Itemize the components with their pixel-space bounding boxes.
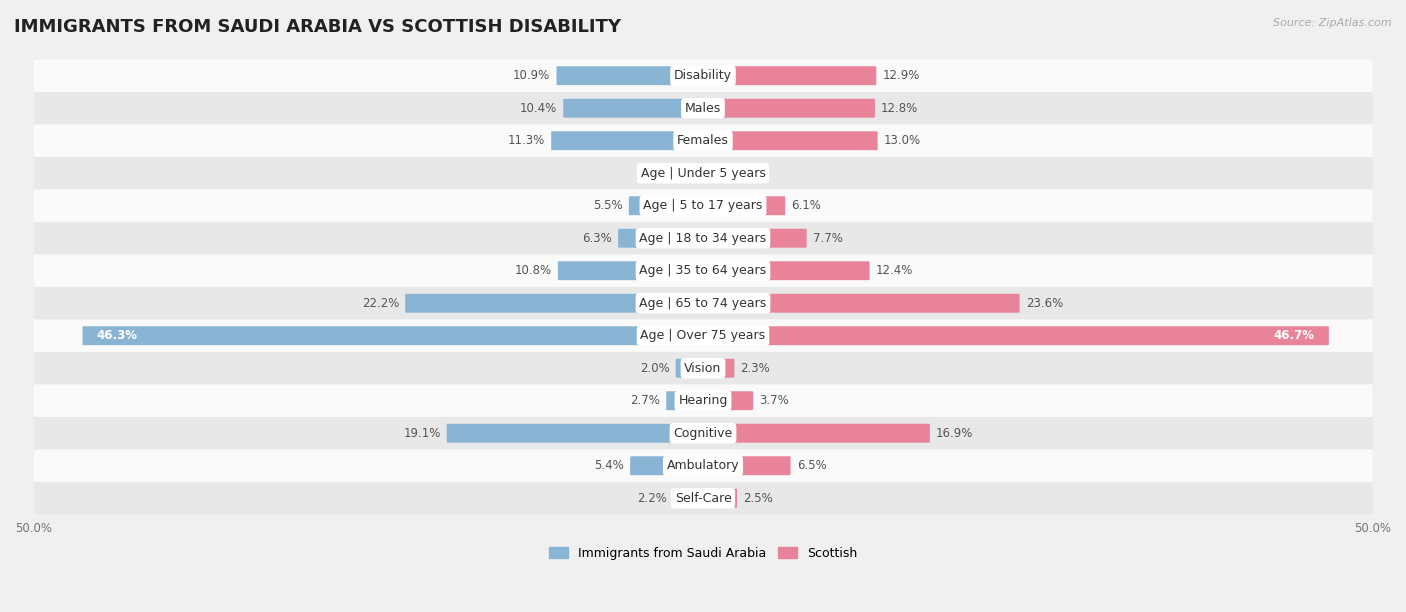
FancyBboxPatch shape xyxy=(703,229,807,248)
Text: 2.0%: 2.0% xyxy=(640,362,669,375)
Text: 10.8%: 10.8% xyxy=(515,264,551,277)
Text: 46.7%: 46.7% xyxy=(1274,329,1315,342)
FancyBboxPatch shape xyxy=(34,190,1372,222)
FancyBboxPatch shape xyxy=(703,99,875,118)
FancyBboxPatch shape xyxy=(34,384,1372,417)
Text: Self-Care: Self-Care xyxy=(675,491,731,505)
Text: Vision: Vision xyxy=(685,362,721,375)
FancyBboxPatch shape xyxy=(34,92,1372,124)
FancyBboxPatch shape xyxy=(34,124,1372,157)
FancyBboxPatch shape xyxy=(703,132,877,150)
FancyBboxPatch shape xyxy=(703,66,876,85)
Text: 6.1%: 6.1% xyxy=(792,200,821,212)
FancyBboxPatch shape xyxy=(703,457,790,475)
Text: 13.0%: 13.0% xyxy=(884,134,921,147)
Text: 5.5%: 5.5% xyxy=(593,200,623,212)
Text: 5.4%: 5.4% xyxy=(595,459,624,472)
FancyBboxPatch shape xyxy=(34,417,1372,449)
Text: 11.3%: 11.3% xyxy=(508,134,546,147)
FancyBboxPatch shape xyxy=(628,196,703,215)
Legend: Immigrants from Saudi Arabia, Scottish: Immigrants from Saudi Arabia, Scottish xyxy=(544,542,862,565)
Text: Age | Under 5 years: Age | Under 5 years xyxy=(641,166,765,180)
Text: Age | Over 75 years: Age | Over 75 years xyxy=(641,329,765,342)
Text: 12.4%: 12.4% xyxy=(876,264,912,277)
FancyBboxPatch shape xyxy=(447,424,703,442)
FancyBboxPatch shape xyxy=(666,391,703,410)
FancyBboxPatch shape xyxy=(564,99,703,118)
Text: 2.3%: 2.3% xyxy=(741,362,770,375)
FancyBboxPatch shape xyxy=(703,359,734,378)
Text: 22.2%: 22.2% xyxy=(361,297,399,310)
FancyBboxPatch shape xyxy=(34,319,1372,352)
Text: 2.5%: 2.5% xyxy=(744,491,773,505)
Text: 46.3%: 46.3% xyxy=(97,329,138,342)
FancyBboxPatch shape xyxy=(83,326,703,345)
FancyBboxPatch shape xyxy=(34,59,1372,92)
Text: 12.9%: 12.9% xyxy=(883,69,920,82)
Text: Source: ZipAtlas.com: Source: ZipAtlas.com xyxy=(1274,18,1392,28)
FancyBboxPatch shape xyxy=(703,164,725,182)
FancyBboxPatch shape xyxy=(34,222,1372,255)
FancyBboxPatch shape xyxy=(558,261,703,280)
Text: 7.7%: 7.7% xyxy=(813,232,842,245)
FancyBboxPatch shape xyxy=(34,255,1372,287)
Text: 2.2%: 2.2% xyxy=(637,491,666,505)
FancyBboxPatch shape xyxy=(703,326,1329,345)
Text: Disability: Disability xyxy=(673,69,733,82)
FancyBboxPatch shape xyxy=(34,352,1372,384)
Text: 19.1%: 19.1% xyxy=(404,427,440,440)
Text: 3.7%: 3.7% xyxy=(759,394,789,407)
Text: Age | 35 to 64 years: Age | 35 to 64 years xyxy=(640,264,766,277)
Text: 10.9%: 10.9% xyxy=(513,69,550,82)
Text: 10.4%: 10.4% xyxy=(520,102,557,114)
Text: IMMIGRANTS FROM SAUDI ARABIA VS SCOTTISH DISABILITY: IMMIGRANTS FROM SAUDI ARABIA VS SCOTTISH… xyxy=(14,18,621,36)
Text: 6.5%: 6.5% xyxy=(797,459,827,472)
FancyBboxPatch shape xyxy=(703,294,1019,313)
Text: Age | 18 to 34 years: Age | 18 to 34 years xyxy=(640,232,766,245)
FancyBboxPatch shape xyxy=(557,66,703,85)
Text: Hearing: Hearing xyxy=(678,394,728,407)
Text: 1.6%: 1.6% xyxy=(731,166,761,180)
FancyBboxPatch shape xyxy=(676,359,703,378)
Text: 6.3%: 6.3% xyxy=(582,232,612,245)
FancyBboxPatch shape xyxy=(703,489,737,508)
Text: Females: Females xyxy=(678,134,728,147)
FancyBboxPatch shape xyxy=(619,229,703,248)
Text: Cognitive: Cognitive xyxy=(673,427,733,440)
FancyBboxPatch shape xyxy=(34,482,1372,515)
Text: 16.9%: 16.9% xyxy=(936,427,973,440)
Text: 1.2%: 1.2% xyxy=(651,166,681,180)
FancyBboxPatch shape xyxy=(630,457,703,475)
FancyBboxPatch shape xyxy=(34,449,1372,482)
FancyBboxPatch shape xyxy=(686,164,703,182)
Text: Ambulatory: Ambulatory xyxy=(666,459,740,472)
Text: 12.8%: 12.8% xyxy=(882,102,918,114)
FancyBboxPatch shape xyxy=(34,287,1372,319)
FancyBboxPatch shape xyxy=(551,132,703,150)
FancyBboxPatch shape xyxy=(673,489,703,508)
FancyBboxPatch shape xyxy=(703,196,785,215)
Text: Age | 65 to 74 years: Age | 65 to 74 years xyxy=(640,297,766,310)
Text: Age | 5 to 17 years: Age | 5 to 17 years xyxy=(644,200,762,212)
FancyBboxPatch shape xyxy=(34,157,1372,190)
FancyBboxPatch shape xyxy=(703,424,929,442)
FancyBboxPatch shape xyxy=(703,261,869,280)
Text: Males: Males xyxy=(685,102,721,114)
Text: 2.7%: 2.7% xyxy=(630,394,661,407)
Text: 23.6%: 23.6% xyxy=(1026,297,1063,310)
FancyBboxPatch shape xyxy=(703,391,754,410)
FancyBboxPatch shape xyxy=(405,294,703,313)
